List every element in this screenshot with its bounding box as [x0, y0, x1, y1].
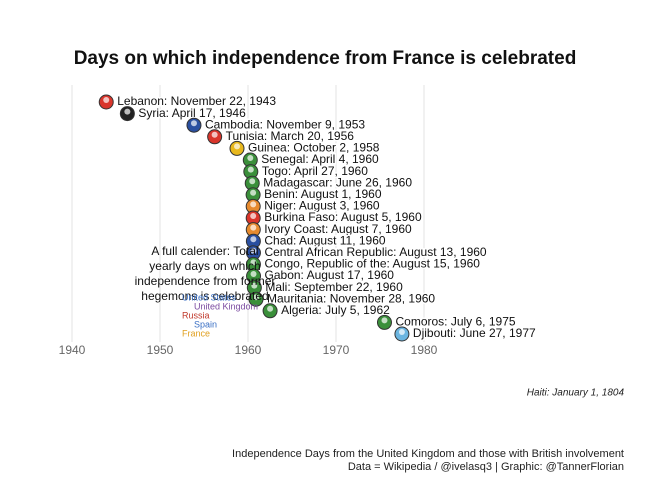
point-label: Comoros: July 6, 1975 [395, 315, 515, 329]
point-label: Benin: August 1, 1960 [264, 187, 382, 201]
point-label: Central African Republic: August 13, 196… [264, 245, 486, 259]
caption: Independence Days from the United Kingdo… [232, 448, 624, 460]
x-tick-label: 1970 [323, 343, 350, 357]
x-tick-label: 1960 [235, 343, 262, 357]
point-label: Guinea: October 2, 1958 [248, 141, 380, 155]
point-label: Ivory Coast: August 7, 1960 [264, 222, 412, 236]
inset-label: United States [182, 292, 237, 302]
grid: 1940 1950 1960 1970 1980 [59, 85, 438, 357]
point-label: Burkina Faso: August 5, 1960 [264, 210, 422, 224]
flag-inner [211, 131, 218, 138]
inset-label: Russia [182, 310, 210, 320]
flag-inner [267, 305, 274, 312]
flag-inner [250, 236, 257, 243]
x-tick-label: 1950 [147, 343, 174, 357]
point-label: Togo: April 27, 1960 [262, 164, 368, 178]
flag-inner [250, 201, 257, 208]
flag-inner [250, 189, 257, 196]
point-label: Algeria: July 5, 1962 [281, 303, 390, 317]
point-label: Congo, Republic of the: August 15, 1960 [264, 257, 480, 271]
point-label: Madagascar: June 26, 1960 [263, 175, 412, 189]
caption: Data = Wikipedia / @ivelasq3 | Graphic: … [348, 461, 624, 473]
flag-inner [249, 178, 256, 185]
flag-inner [251, 282, 258, 289]
chart-title: Days on which independence from France i… [74, 48, 577, 69]
inset-label: Spain [194, 319, 217, 329]
point-label: Chad: August 11, 1960 [264, 233, 386, 247]
flag-inner [250, 259, 257, 266]
flag-inner [124, 108, 131, 115]
point-label: Cambodia: November 9, 1953 [205, 117, 365, 131]
annotation: A full calender: Total yearly days on whi… [135, 244, 276, 303]
flag-inner [190, 120, 197, 127]
flag-inner [250, 247, 257, 254]
flag-inner [103, 97, 110, 103]
point-label: Syria: April 17, 1946 [138, 106, 246, 120]
x-tick-label: 1980 [411, 343, 438, 357]
flag-inner [381, 317, 388, 324]
flag-inner [253, 294, 260, 301]
point-label: Mauritania: November 28, 1960 [267, 291, 435, 305]
point-label: Mali: September 22, 1960 [265, 280, 403, 294]
flag-inner [250, 271, 257, 277]
flag-inner [247, 166, 254, 173]
point-label: Tunisia: March 20, 1956 [226, 129, 355, 143]
x-tick-label: 1940 [59, 343, 86, 357]
footnote: Haiti: January 1, 1804 [527, 388, 625, 399]
point-label: Senegal: April 4, 1960 [261, 152, 379, 166]
inset-label: France [182, 328, 210, 338]
flag-inner [250, 224, 257, 231]
flag-inner [250, 213, 257, 219]
flag-inner [398, 329, 405, 335]
point-label: Niger: August 3, 1960 [264, 199, 380, 213]
point-label: Lebanon: November 22, 1943 [117, 94, 276, 108]
point-label: Djibouti: June 27, 1977 [413, 326, 536, 340]
flag-inner [234, 143, 240, 150]
flag-inner [247, 155, 254, 161]
inset-label: United Kingdom [194, 301, 258, 311]
point-label: Gabon: August 17, 1960 [265, 268, 395, 282]
